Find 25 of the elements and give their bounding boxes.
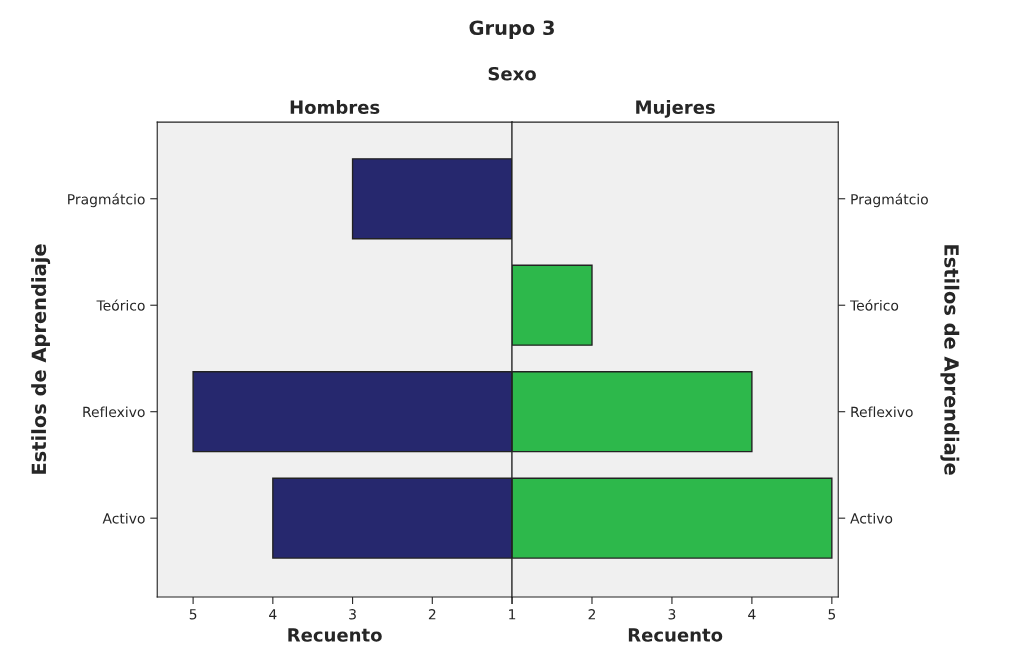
chart-title: Hombres bbox=[290, 100, 380, 115]
x-tick-label: 5 bbox=[828, 609, 836, 620]
x-tick-label: 4 bbox=[269, 609, 277, 620]
y-tick-label: Activo bbox=[850, 512, 893, 524]
y-tick-label: Teórico bbox=[96, 299, 145, 311]
x-axis-title: Recuento bbox=[288, 628, 382, 642]
x-tick-label: 3 bbox=[668, 609, 676, 620]
y-tick-label: Teórico bbox=[850, 299, 899, 311]
y-axis-title: Estilos de Aprendiaje bbox=[940, 245, 960, 475]
x-tick-label: 5 bbox=[189, 609, 197, 620]
x-tick-label: 2 bbox=[428, 609, 436, 620]
y-tick-label: Activo bbox=[102, 512, 145, 524]
text: Sexo bbox=[488, 66, 536, 81]
y-axis-title: Estilos de Aprendiaje bbox=[31, 244, 51, 474]
y-tick-label: Pragmátcio bbox=[68, 193, 145, 208]
text: Grupo 3 bbox=[469, 20, 554, 39]
y-tick-label: Pragmátcio bbox=[851, 193, 928, 208]
x-axis-title: Recuento bbox=[628, 628, 723, 642]
chart-title: Mujeres bbox=[636, 100, 715, 118]
y-tick-label: Reflexivo bbox=[83, 406, 145, 418]
y-tick-label: Reflexivo bbox=[851, 406, 913, 418]
x-tick-label: 2 bbox=[588, 609, 596, 620]
x-tick-label: 3 bbox=[349, 609, 356, 620]
x-tick-label: 4 bbox=[748, 609, 756, 620]
x-tick-label: 1 bbox=[509, 609, 516, 620]
